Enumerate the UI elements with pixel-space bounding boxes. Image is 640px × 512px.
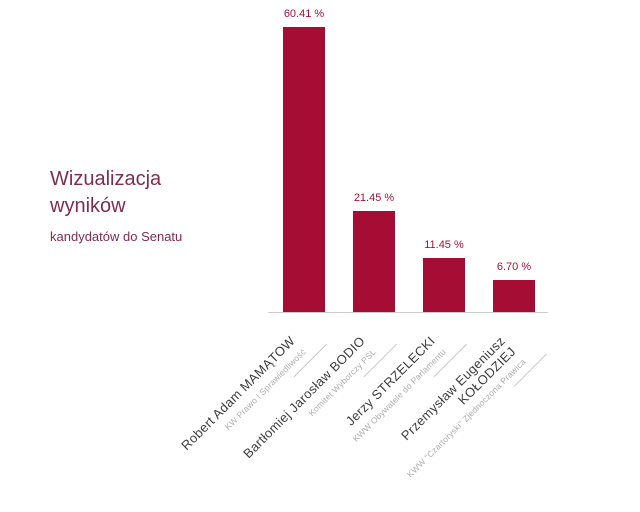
bar[interactable] xyxy=(493,280,535,312)
bar-value-label: 11.45 % xyxy=(424,239,464,251)
bar[interactable] xyxy=(283,27,325,312)
bar-value-label: 6.70 % xyxy=(496,261,532,273)
bar[interactable] xyxy=(353,211,395,312)
committee-name: KWW "Czartoryski" Zjednoczona Prawica xyxy=(404,356,528,480)
chart-subtitle: kandydatów do Senatu xyxy=(50,229,183,244)
bar-value-label: 60.41 % xyxy=(283,8,325,20)
chart-title: Wizualizacja wyników xyxy=(50,168,162,217)
bar[interactable] xyxy=(423,258,465,312)
bar-value-label: 21.45 % xyxy=(353,192,395,204)
x-axis-line xyxy=(268,312,548,313)
chart-title-block: Wizualizacja wyników kandydatów do Senat… xyxy=(50,166,250,244)
